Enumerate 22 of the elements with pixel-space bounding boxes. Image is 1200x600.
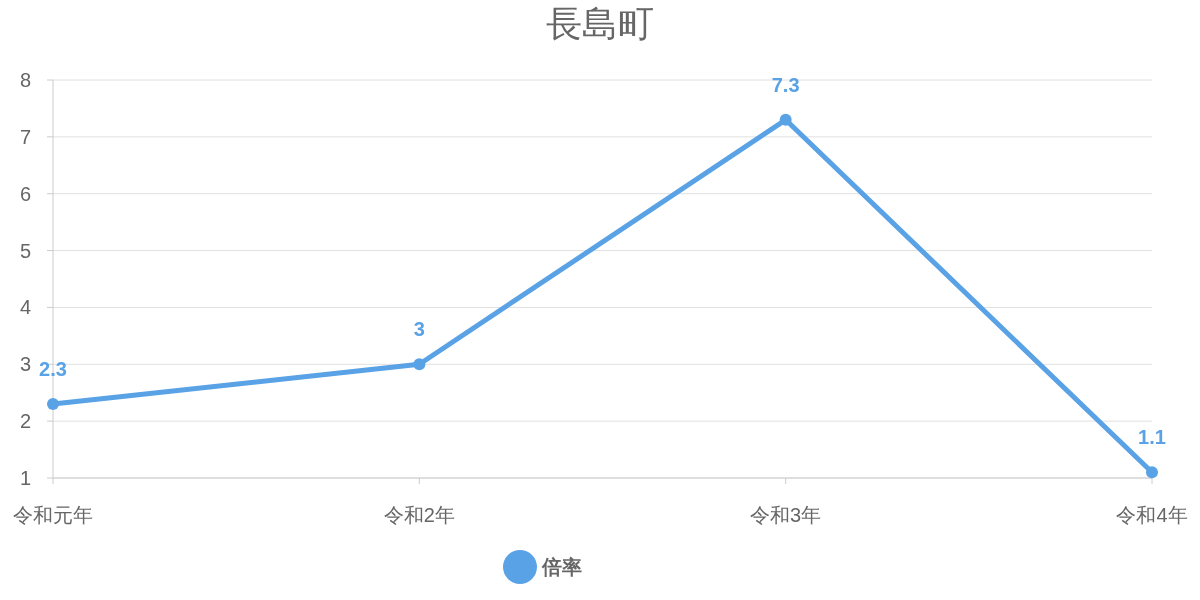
point	[47, 398, 59, 411]
x-tick-label: 令和3年	[750, 504, 822, 526]
data-label: 1.1	[1138, 426, 1166, 449]
data-label: 2.3	[39, 358, 67, 381]
legend-label: 倍率	[541, 556, 582, 578]
point	[779, 113, 792, 126]
x-tick-label: 令和4年	[1116, 504, 1188, 526]
y-tick-label: 3	[19, 353, 31, 376]
y-tick-label: 8	[19, 69, 31, 91]
y-tick-label: 6	[19, 182, 31, 205]
y-tick-label: 5	[19, 239, 31, 262]
y-tick-label: 4	[19, 296, 31, 319]
y-tick-label: 1	[19, 467, 31, 489]
y-tick-label: 2	[19, 410, 31, 433]
data-label: 3	[413, 318, 425, 341]
chart-title: 長島町	[546, 3, 654, 44]
data-label: 7.3	[771, 73, 800, 96]
x-tick-label: 令和元年	[13, 504, 93, 526]
x-tick-label: 令和2年	[383, 504, 455, 526]
point	[1146, 466, 1158, 479]
point	[413, 358, 426, 371]
y-tick-label: 7	[19, 125, 31, 148]
